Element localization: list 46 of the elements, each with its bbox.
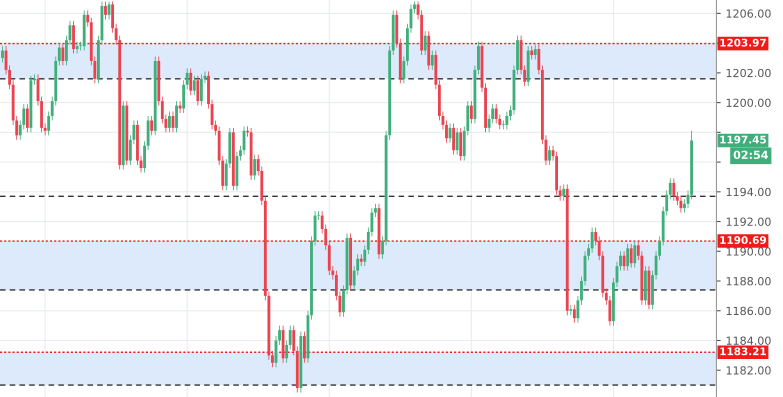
- candlestick: [622, 250, 626, 272]
- candlestick: [178, 100, 182, 114]
- candlestick: [76, 41, 78, 54]
- candlestick: [26, 104, 29, 133]
- y-tick-label: 1188.00: [726, 276, 771, 286]
- y-tick-label: 1194.00: [726, 188, 771, 196]
- ref-line-label: 1190.69: [720, 236, 766, 244]
- candlestick: [548, 145, 551, 166]
- candlestick: [108, 1, 110, 20]
- candlestick: [72, 20, 75, 54]
- y-tick-label: 1200.00: [726, 98, 771, 107]
- candlestick: [47, 111, 50, 136]
- y-tick-label: 1202.00: [726, 68, 771, 78]
- candlestick: [61, 42, 64, 66]
- y-tick-label: 1206.00: [726, 9, 771, 18]
- candlestick: [104, 1, 107, 20]
- candlestick: [608, 295, 612, 326]
- text: 1197.45: [720, 136, 766, 144]
- ref-line-label: 1183.21: [720, 347, 766, 356]
- candlestick: [168, 111, 171, 133]
- candlestick: [1, 46, 4, 63]
- candlestick: [680, 196, 682, 214]
- y-tick-label: 1182.00: [726, 366, 771, 375]
- y-tick-label: 1190.00: [726, 247, 771, 256]
- candlestick: [93, 56, 96, 84]
- y-tick-label: 1186.00: [726, 306, 771, 316]
- candlestick: [285, 340, 288, 364]
- candlestick: [164, 114, 168, 133]
- candlestick: [456, 127, 459, 156]
- candlestick: [200, 74, 203, 106]
- y-tick-label: 1184.00: [726, 336, 771, 345]
- candlestick: [302, 331, 306, 364]
- candlestick: [626, 243, 630, 272]
- candlestick: [470, 100, 473, 124]
- candlestick: [175, 100, 178, 133]
- candlestick: [352, 266, 356, 290]
- candlestick: [172, 111, 174, 133]
- candlestick: [452, 122, 456, 156]
- candlestick: [182, 80, 186, 114]
- text: 02:54: [734, 150, 768, 160]
- candlestick: [196, 75, 200, 106]
- candlestick: [572, 304, 576, 324]
- candlestick: [320, 210, 324, 234]
- ref-line-label: 1203.97: [720, 38, 766, 47]
- y-tick-label: 1192.00: [726, 218, 771, 226]
- candlestick: [448, 122, 452, 144]
